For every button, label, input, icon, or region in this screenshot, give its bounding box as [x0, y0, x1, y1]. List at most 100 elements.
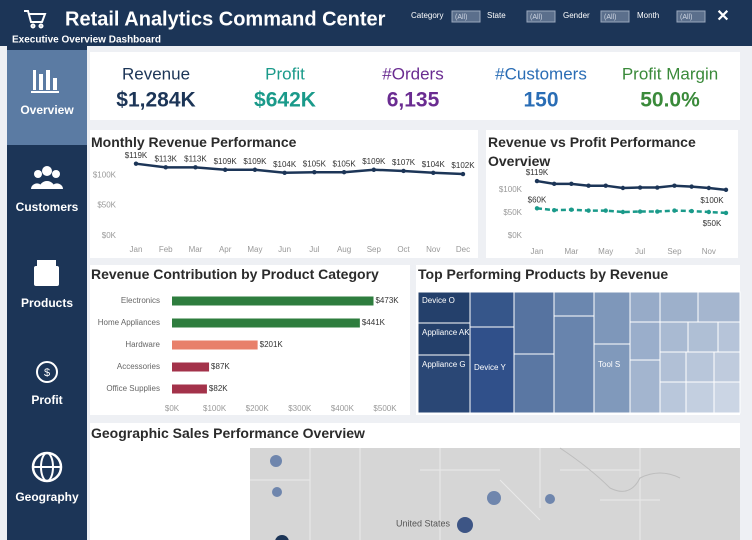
point [637, 185, 643, 190]
filter-dropdown[interactable] [451, 10, 481, 23]
point [672, 183, 677, 188]
x-tick-label: Apr [219, 245, 232, 254]
x-tick-label: May [247, 245, 262, 254]
x-tick-label: Jul [309, 245, 319, 254]
filter-value: (All) [604, 14, 616, 21]
nav-item[interactable]: Products [21, 296, 73, 310]
x-tick-label: Nov [702, 247, 716, 256]
x-tick-label: Sep [667, 247, 682, 256]
kpi-label: #Customers [495, 64, 587, 83]
value-label: $441K [362, 318, 386, 327]
value-label: $105K [333, 159, 357, 168]
nav-item[interactable]: Geography [15, 490, 79, 504]
panel-title: Geographic Sales Performance Overview [91, 425, 365, 441]
bar [172, 296, 374, 306]
close-button[interactable]: ✕ [716, 8, 729, 25]
value-label: $104K [273, 160, 297, 169]
point [637, 209, 643, 214]
point [193, 165, 198, 170]
point [551, 207, 557, 213]
x-tick-label: Oct [397, 245, 410, 254]
x-tick-label: $0K [165, 404, 180, 413]
point [460, 171, 466, 177]
value-label: $201K [260, 340, 284, 349]
x-tick-label: Jun [278, 245, 291, 254]
x-tick-label: Jul [635, 247, 645, 256]
x-tick-label: $500K [373, 404, 397, 413]
point [341, 169, 347, 175]
treemap-label: Appliance G [422, 360, 466, 369]
point [655, 209, 660, 214]
kpi-value: 50.0% [640, 89, 700, 112]
treemap-label: Appliance AK [422, 328, 470, 337]
value-label: $107K [392, 158, 416, 167]
x-tick-label: Nov [426, 245, 440, 254]
filter-dropdown[interactable] [600, 10, 630, 23]
point [603, 208, 608, 213]
x-tick-label: Mar [189, 245, 203, 254]
treemap-label: Device O [422, 296, 455, 305]
point [163, 165, 168, 170]
point [222, 167, 228, 172]
value-label: $113K [154, 154, 177, 163]
y-tick-label: $0K [508, 231, 523, 240]
svg-text:$: $ [44, 367, 50, 379]
point [371, 167, 377, 172]
point [706, 209, 712, 215]
y-tick-label: Hardware [125, 340, 160, 349]
point [401, 168, 406, 174]
x-tick-label: $300K [288, 404, 312, 413]
filter-value: (All) [530, 14, 542, 21]
point [534, 178, 540, 184]
bar [172, 384, 207, 394]
y-tick-label: Home Appliances [98, 318, 160, 327]
nav-active [7, 50, 87, 145]
y-tick-label: $100K [499, 185, 523, 194]
point [252, 167, 258, 172]
nav-item[interactable]: Overview [20, 103, 74, 117]
point [569, 207, 574, 212]
nav-item[interactable]: Customers [16, 200, 79, 214]
value-label: $113K [184, 154, 207, 163]
kpi-value: $1,284K [116, 89, 195, 112]
bar [172, 340, 258, 350]
kpi-panel [90, 52, 740, 120]
filter-dropdown[interactable] [526, 10, 556, 23]
kpi-value: $642K [254, 89, 316, 112]
value-label: $119K [526, 168, 549, 177]
point [569, 181, 574, 187]
x-tick-label: Mar [564, 247, 578, 256]
value-label: $109K [362, 157, 386, 166]
x-tick-label: $400K [331, 404, 355, 413]
value-label: $105K [303, 159, 327, 168]
line [135, 162, 464, 176]
nav-item[interactable]: Profit [31, 393, 62, 407]
y-tick-label: $50K [503, 208, 522, 217]
kpi-label: #Orders [382, 64, 443, 83]
panel-title: Revenue Contribution by Product Category [91, 266, 379, 282]
filter-label: Category [411, 11, 443, 20]
treemap-label: Device Y [474, 363, 507, 372]
filter-label: Month [637, 11, 659, 20]
point [603, 183, 608, 188]
point [655, 185, 660, 190]
value-label: $102K [451, 161, 475, 170]
filter-value: (All) [455, 14, 467, 21]
value-label: $104K [422, 160, 446, 169]
panel-title: Monthly Revenue Performance [91, 134, 297, 150]
value-label: $109K [214, 157, 238, 166]
filter-value: (All) [680, 14, 692, 21]
point [689, 208, 694, 214]
nav-icons: $ [31, 70, 63, 483]
map-label: United States [396, 518, 451, 528]
kpi-value: 150 [523, 89, 558, 112]
point [689, 184, 694, 189]
kpi-value: 6,135 [387, 89, 440, 112]
filter-dropdown[interactable] [676, 10, 706, 23]
panel-title: Top Performing Products by Revenue [418, 266, 669, 282]
point [706, 185, 712, 191]
title: Retail Analytics Command Center [65, 8, 386, 30]
point [672, 208, 677, 213]
y-tick-label: $100K [93, 170, 117, 179]
